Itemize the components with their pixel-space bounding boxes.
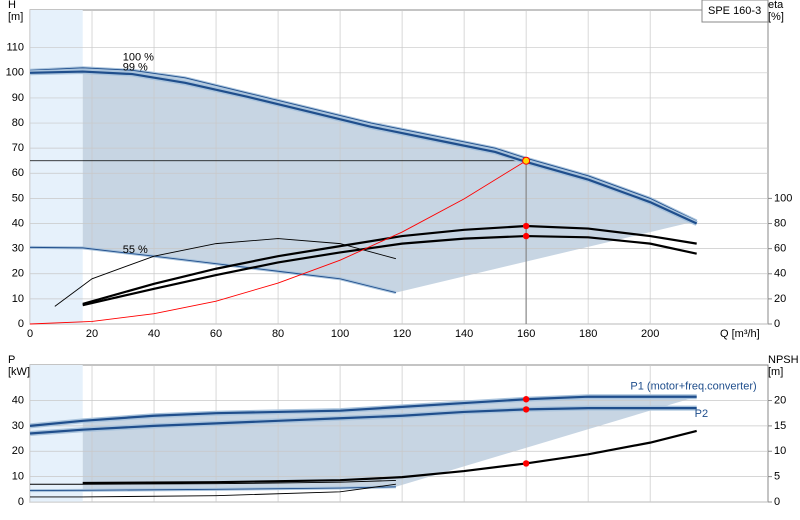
x-axis-label: Q [m³/h] xyxy=(720,328,760,340)
y-tick-label: 0 xyxy=(18,496,24,508)
x-tick-label: 0 xyxy=(27,328,33,340)
x-tick-label: 200 xyxy=(641,328,659,340)
curve xyxy=(30,483,396,498)
chart-title: SPE 160-3 xyxy=(708,5,761,17)
x-tick-label: 20 xyxy=(86,328,98,340)
title-box xyxy=(701,0,769,23)
y2-tick-label: 40 xyxy=(774,268,786,280)
x-tick-label: 60 xyxy=(210,328,222,340)
curve xyxy=(29,70,698,225)
y-tick-label: 100 xyxy=(6,67,24,79)
y2-tick-label: 20 xyxy=(774,293,786,305)
y2-tick-label: 10 xyxy=(774,445,786,457)
curve xyxy=(29,246,397,294)
curve xyxy=(82,234,697,307)
marker xyxy=(522,232,530,240)
y-tick-label: 20 xyxy=(12,445,24,457)
y-axis-label: P xyxy=(8,354,15,366)
x-tick-label: 180 xyxy=(579,328,597,340)
low-flow-area xyxy=(30,10,83,324)
y2-tick-label: 20 xyxy=(774,394,786,406)
y2-axis-label: NPSH xyxy=(768,354,799,366)
x-tick-label: 120 xyxy=(393,328,411,340)
curve xyxy=(29,67,697,222)
curve xyxy=(29,395,697,427)
curve xyxy=(82,429,697,485)
y-tick-label: 10 xyxy=(12,293,24,305)
marker xyxy=(522,396,530,403)
marker xyxy=(522,222,530,230)
curve xyxy=(29,486,396,492)
y2-tick-label: 0 xyxy=(774,318,780,330)
y-tick-label: 80 xyxy=(12,117,24,129)
y2-tick-label: 100 xyxy=(774,192,792,204)
curve xyxy=(82,224,697,305)
duty-point xyxy=(522,156,531,165)
y-tick-label: 110 xyxy=(6,42,24,54)
curve xyxy=(29,160,527,325)
y-tick-label: 60 xyxy=(12,167,24,179)
x-tick-label: 40 xyxy=(148,328,160,340)
curve-label: 99 % xyxy=(123,61,148,73)
x-tick-label: 80 xyxy=(272,328,284,340)
curve xyxy=(54,238,397,307)
y-tick-label: 40 xyxy=(12,394,24,406)
curve-label: 55 % xyxy=(123,244,148,256)
curve xyxy=(30,479,396,485)
curve-label: P1 (motor+freq.converter) xyxy=(630,381,756,393)
y-tick-label: 10 xyxy=(12,471,24,483)
y-axis-label: H xyxy=(8,0,16,11)
y2-axis-label: eta xyxy=(768,0,784,11)
marker xyxy=(522,406,530,413)
y-tick-label: 0 xyxy=(18,318,24,330)
y2-tick-label: 15 xyxy=(774,420,786,432)
x-tick-label: 100 xyxy=(331,328,349,340)
y2-axis-label: [%] xyxy=(768,11,784,23)
y2-tick-label: 0 xyxy=(774,496,780,508)
y2-tick-label: 80 xyxy=(774,217,786,229)
y2-tick-label: 60 xyxy=(774,243,786,255)
y-tick-label: 30 xyxy=(12,420,24,432)
y-tick-label: 90 xyxy=(12,92,24,104)
x-tick-label: 140 xyxy=(455,328,473,340)
y-axis-label: [m] xyxy=(8,11,23,23)
curve-label: 100 % xyxy=(123,52,154,64)
marker xyxy=(522,460,530,467)
y-tick-label: 70 xyxy=(12,142,24,154)
y-tick-label: 40 xyxy=(12,217,24,229)
curve-label: P2 xyxy=(695,408,708,420)
y2-axis-label: [m] xyxy=(768,366,783,378)
y-tick-label: 50 xyxy=(12,192,24,204)
y2-tick-label: 5 xyxy=(774,471,780,483)
y-tick-label: 20 xyxy=(12,268,24,280)
y-axis-label: [kW] xyxy=(8,366,30,378)
x-tick-label: 160 xyxy=(517,328,535,340)
curve xyxy=(29,407,697,435)
y-tick-label: 30 xyxy=(12,243,24,255)
